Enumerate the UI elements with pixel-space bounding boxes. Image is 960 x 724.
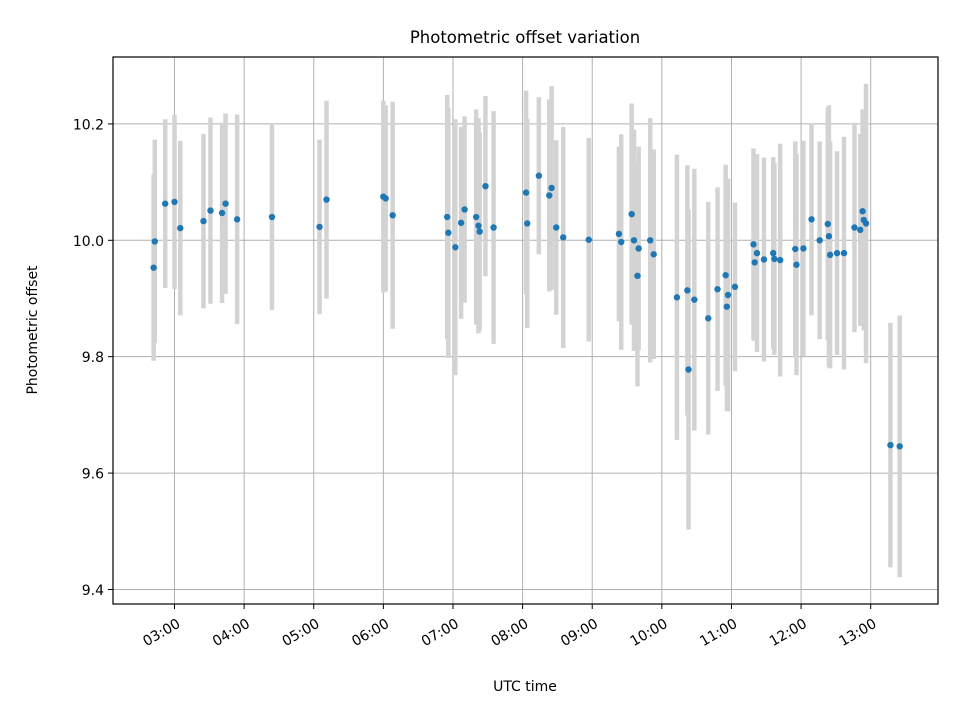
data-point: [553, 224, 560, 231]
data-point: [635, 245, 642, 252]
y-tick-label: 9.6: [82, 467, 104, 483]
point-layer: [150, 172, 903, 450]
data-point: [177, 224, 184, 232]
data-point: [389, 212, 396, 219]
data-point: [443, 213, 451, 221]
data-point: [618, 238, 625, 246]
data-point: [457, 219, 465, 227]
data-point: [825, 233, 833, 240]
data-point: [323, 196, 330, 203]
data-point: [685, 366, 692, 373]
data-point: [862, 220, 870, 227]
data-point: [826, 251, 834, 259]
data-point: [634, 272, 641, 279]
data-point: [151, 238, 158, 245]
data-point: [628, 210, 635, 218]
data-point: [452, 244, 459, 251]
y-axis-label: Photometric offset: [25, 265, 41, 395]
data-point: [476, 228, 483, 235]
data-point: [233, 216, 241, 223]
data-point: [316, 223, 323, 231]
data-point: [857, 226, 864, 234]
data-point: [218, 209, 226, 217]
data-point: [896, 443, 903, 450]
y-tick-label: 9.8: [82, 350, 104, 366]
data-point: [490, 224, 497, 231]
data-point: [615, 230, 623, 238]
data-point: [560, 234, 567, 241]
data-point: [475, 222, 482, 229]
data-point: [691, 296, 698, 303]
data-point: [522, 189, 530, 196]
data-point: [750, 241, 757, 248]
data-point: [268, 213, 276, 221]
data-point: [647, 237, 654, 244]
data-point: [548, 184, 555, 192]
data-point: [524, 220, 531, 227]
data-point: [776, 256, 784, 264]
data-point: [207, 207, 214, 214]
data-point: [887, 441, 894, 449]
data-point: [792, 245, 799, 253]
data-point: [722, 272, 729, 279]
data-point: [833, 249, 841, 257]
data-point: [851, 224, 858, 231]
data-point: [760, 256, 768, 263]
data-point: [824, 220, 831, 228]
data-point: [771, 255, 778, 263]
data-point: [840, 249, 848, 257]
y-tick-label: 10.2: [73, 117, 104, 133]
data-point: [793, 261, 800, 268]
data-point: [731, 283, 739, 291]
data-point: [816, 237, 823, 244]
data-point: [461, 206, 468, 213]
data-point: [630, 237, 638, 244]
data-point: [472, 213, 480, 221]
data-point: [723, 303, 731, 310]
data-point: [222, 200, 229, 207]
data-point: [150, 264, 157, 271]
data-point: [585, 236, 592, 243]
data-point: [808, 216, 815, 223]
data-point: [684, 287, 691, 294]
data-point: [724, 291, 732, 299]
data-point: [546, 192, 553, 199]
y-tick-label: 9.4: [82, 583, 104, 599]
data-point: [859, 208, 866, 215]
data-point: [382, 195, 389, 202]
data-point: [753, 249, 761, 257]
data-point: [705, 315, 712, 322]
chart-title: Photometric offset variation: [410, 28, 640, 47]
data-point: [800, 245, 807, 252]
data-point: [770, 249, 777, 257]
data-point: [535, 172, 543, 179]
data-point: [650, 251, 657, 258]
data-point: [751, 259, 758, 266]
data-point: [482, 182, 489, 190]
data-point: [445, 229, 452, 236]
data-point: [714, 285, 721, 293]
plot-frame: [112, 56, 939, 605]
data-point: [673, 294, 681, 301]
x-axis-label: UTC time: [493, 679, 557, 695]
y-tick-label: 10.0: [73, 234, 104, 250]
data-point: [162, 200, 169, 207]
data-point: [171, 198, 178, 206]
data-point: [200, 217, 207, 225]
